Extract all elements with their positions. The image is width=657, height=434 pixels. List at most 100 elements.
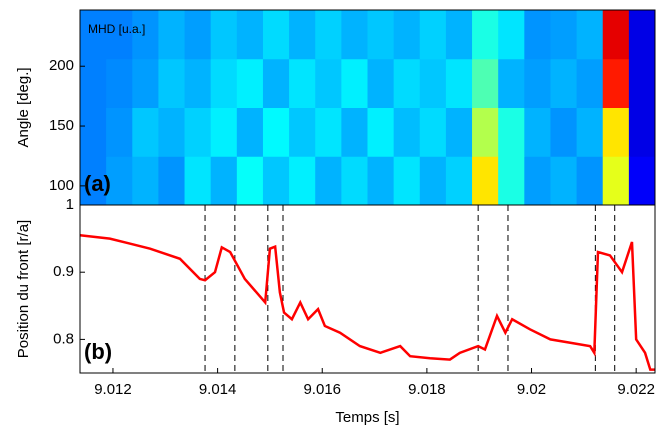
- heatmap-cell: [550, 58, 578, 108]
- heatmap-cell: [289, 107, 316, 157]
- heatmap-cell: [472, 58, 499, 108]
- heatmap-cell: [80, 10, 107, 60]
- heatmap-cell: [445, 58, 473, 108]
- heatmap-cell: [80, 58, 107, 108]
- heatmap-cell: [184, 58, 212, 108]
- heatmap-cell: [158, 107, 186, 157]
- y-tick-label: 200: [49, 57, 74, 74]
- x-tick-label: 9.014: [199, 381, 237, 398]
- heatmap-cell: [236, 156, 264, 206]
- heatmap-cell: [628, 10, 656, 60]
- heatmap-cell: [602, 107, 630, 157]
- heatmap-cell: [602, 156, 630, 206]
- heatmap-cell: [132, 10, 159, 60]
- y-axis-label: Position du front [r/a]: [15, 220, 32, 358]
- heatmap-cell: [132, 107, 159, 157]
- data-line: [79, 233, 655, 371]
- heatmap-cell: [550, 107, 578, 157]
- heatmap-cell: [210, 156, 238, 206]
- heatmap-cell: [315, 107, 342, 157]
- y-axis-label: Angle [deg.]: [15, 67, 32, 147]
- heatmap-cell: [106, 10, 133, 60]
- heatmap-cell: [419, 156, 447, 206]
- heatmap-cell: [524, 10, 551, 60]
- heatmap-cell: [210, 58, 238, 108]
- x-tick-label: 9.012: [94, 381, 132, 398]
- heatmap-cell: [524, 58, 551, 108]
- heatmap-cell: [550, 156, 578, 206]
- heatmap-cell: [341, 107, 368, 157]
- heatmap-cell: [524, 156, 551, 206]
- x-tick-label: 9.018: [408, 381, 446, 398]
- heatmap-cell: [80, 107, 107, 157]
- heatmap-cell: [132, 58, 159, 108]
- panel-label: (a): [84, 171, 111, 196]
- heatmap-cell: [602, 58, 630, 108]
- x-tick-label: 9.02: [517, 381, 546, 398]
- y-tick-label: 150: [49, 117, 74, 134]
- heatmap-cell: [341, 156, 368, 206]
- heatmap-cell: [158, 156, 186, 206]
- heatmap-cell: [184, 107, 212, 157]
- heatmap-cell: [367, 58, 395, 108]
- heatmap-cell: [106, 156, 133, 206]
- y-tick-label: 100: [49, 177, 74, 194]
- heatmap-cell: [393, 10, 421, 60]
- heatmap-cell: [550, 10, 578, 60]
- y-tick-label: 1: [66, 196, 74, 213]
- heatmap-cell: [445, 156, 473, 206]
- heatmap-cell: [524, 107, 551, 157]
- heatmap-cell: [367, 156, 395, 206]
- heatmap-cell: [628, 107, 656, 157]
- heatmap-cell: [367, 10, 395, 60]
- heatmap-cell: [262, 10, 290, 60]
- heatmap-cell: [498, 10, 525, 60]
- heatmap-cell: [132, 156, 159, 206]
- x-tick-label: 9.022: [617, 381, 655, 398]
- heatmap-cell: [184, 10, 212, 60]
- heatmap-cell: [472, 107, 499, 157]
- heatmap-cell: [576, 156, 604, 206]
- heatmap-cell: [445, 107, 473, 157]
- heatmap-cell: [628, 58, 656, 108]
- heatmap-cell: [341, 58, 368, 108]
- heatmap-cell: [498, 156, 525, 206]
- heatmap-cell: [106, 58, 133, 108]
- heatmap-cell: [80, 156, 107, 206]
- heatmap-cell: [158, 58, 186, 108]
- heatmap-cell: [289, 10, 316, 60]
- heatmap-cell: [576, 107, 604, 157]
- y-tick-label: 0.8: [53, 330, 74, 347]
- heatmap-cell: [210, 10, 238, 60]
- heatmap-cell: [262, 156, 290, 206]
- heatmap-cell: [419, 58, 447, 108]
- heatmap-cell: [419, 107, 447, 157]
- heatmap-cell: [498, 58, 525, 108]
- x-axis-label: Temps [s]: [335, 409, 399, 426]
- heatmap-cell: [445, 10, 473, 60]
- heatmap-cell: [419, 10, 447, 60]
- axes-frame: [79, 204, 656, 374]
- heatmap-cell: [576, 58, 604, 108]
- heatmap-cell: [184, 156, 212, 206]
- heatmap-cell: [576, 10, 604, 60]
- heatmap-cell: [315, 58, 342, 108]
- heatmap-cell: [341, 10, 368, 60]
- heatmap-cell: [236, 10, 264, 60]
- heatmap-cell: [367, 107, 395, 157]
- heatmap-cell: [315, 10, 342, 60]
- heatmap-cell: [498, 107, 525, 157]
- heatmap-cell: [393, 156, 421, 206]
- heatmap-cell: [236, 58, 264, 108]
- x-tick-label: 9.016: [303, 381, 341, 398]
- annotation: MHD [u.a.]: [88, 22, 145, 36]
- heatmap-cell: [210, 107, 238, 157]
- heatmap-cell: [106, 107, 133, 157]
- y-tick-label: 0.9: [53, 263, 74, 280]
- heatmap-cell: [158, 10, 186, 60]
- heatmap-cell: [289, 156, 316, 206]
- heatmap-cell: [628, 156, 656, 206]
- heatmap-cell: [393, 107, 421, 157]
- heatmap-cell: [262, 107, 290, 157]
